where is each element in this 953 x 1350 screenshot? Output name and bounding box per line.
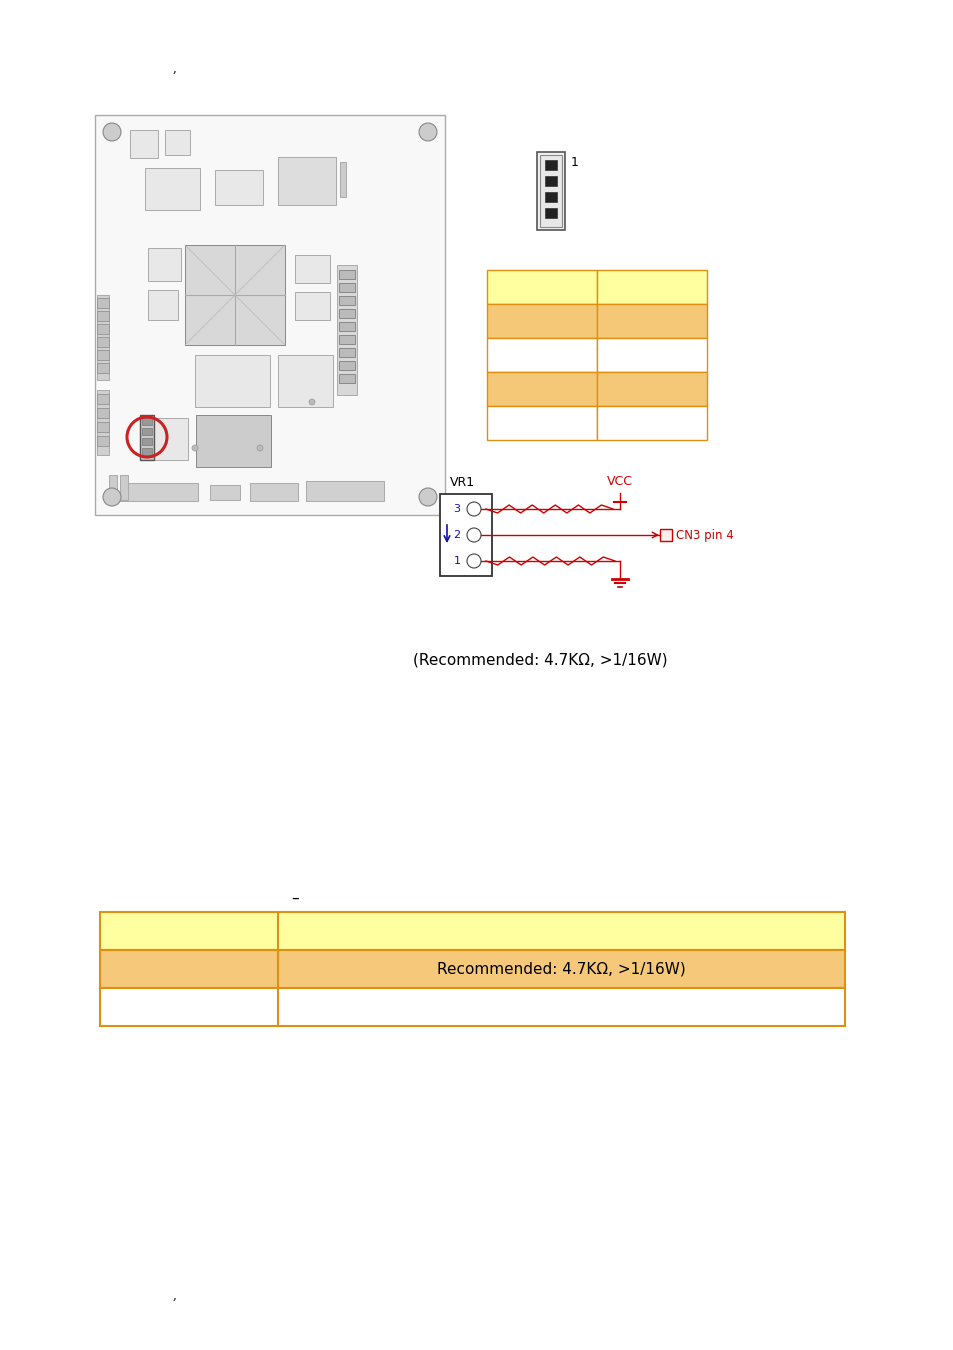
Circle shape [467, 528, 480, 541]
Bar [486, 406, 597, 440]
Bar [97, 436, 109, 446]
Bar [544, 161, 557, 170]
Bar [142, 437, 152, 446]
Text: CN3 pin 4: CN3 pin 4 [676, 528, 733, 541]
Bar [486, 338, 597, 373]
Bar [537, 153, 564, 230]
Bar [338, 335, 355, 344]
Bar [140, 414, 153, 460]
Bar [97, 324, 109, 333]
Bar [597, 304, 706, 338]
Bar [97, 296, 109, 379]
Text: ,: , [172, 1288, 176, 1301]
Text: Recommended: 4.7KΩ, >1/16W): Recommended: 4.7KΩ, >1/16W) [436, 961, 685, 976]
Text: 1: 1 [453, 556, 460, 566]
Circle shape [256, 446, 263, 451]
Bar [277, 157, 335, 205]
Text: –: – [291, 891, 298, 906]
Bar [140, 418, 188, 460]
Bar [97, 298, 109, 308]
Bar [185, 244, 285, 346]
Bar [597, 406, 706, 440]
Bar [100, 950, 844, 988]
Bar [544, 192, 557, 202]
Circle shape [418, 487, 436, 506]
Bar [294, 255, 330, 284]
Bar [97, 363, 109, 373]
Bar [597, 270, 706, 304]
Bar [338, 348, 355, 356]
Bar [486, 304, 597, 338]
Text: 1: 1 [571, 157, 578, 169]
Bar [544, 176, 557, 186]
Circle shape [467, 554, 480, 568]
Bar [142, 428, 152, 435]
Bar [539, 155, 561, 227]
Text: 2: 2 [453, 531, 460, 540]
Bar [97, 310, 109, 321]
Bar [142, 418, 152, 425]
Circle shape [103, 123, 121, 140]
Bar [165, 130, 190, 155]
Circle shape [467, 502, 480, 516]
Bar [336, 265, 356, 396]
Bar [148, 290, 178, 320]
Bar [294, 292, 330, 320]
Bar [97, 423, 109, 432]
Bar [97, 408, 109, 418]
Bar [97, 390, 109, 455]
Bar [195, 414, 271, 467]
Text: (Recommended: 4.7KΩ, >1/16W): (Recommended: 4.7KΩ, >1/16W) [413, 652, 666, 667]
Bar [338, 374, 355, 383]
Bar [486, 373, 597, 406]
Bar [597, 338, 706, 373]
Bar [120, 475, 128, 500]
Bar [142, 448, 152, 455]
Bar [659, 529, 671, 541]
Circle shape [103, 487, 121, 506]
Text: VCC: VCC [606, 475, 633, 487]
Bar [100, 988, 844, 1026]
Bar [439, 494, 492, 576]
Bar [145, 167, 200, 211]
Bar [338, 284, 355, 292]
Bar [95, 115, 444, 514]
Text: ,: , [172, 62, 176, 74]
Bar [97, 338, 109, 347]
Text: 3: 3 [453, 504, 460, 514]
Bar [338, 309, 355, 319]
Bar [277, 355, 333, 406]
Bar [148, 248, 181, 281]
Bar [120, 483, 198, 501]
Bar [338, 360, 355, 370]
Bar [486, 270, 597, 304]
Bar [597, 373, 706, 406]
Bar [100, 913, 844, 950]
Bar [338, 270, 355, 279]
Bar [338, 323, 355, 331]
Bar [109, 475, 117, 500]
Bar [97, 350, 109, 360]
Bar [130, 130, 158, 158]
Bar [339, 162, 346, 197]
Bar [250, 483, 297, 501]
Bar [544, 208, 557, 217]
Circle shape [309, 400, 314, 405]
Bar [194, 355, 270, 406]
Circle shape [192, 446, 198, 451]
Bar [338, 296, 355, 305]
Text: VR1: VR1 [450, 477, 475, 489]
Bar [214, 170, 263, 205]
Bar [210, 485, 240, 500]
Bar [306, 481, 384, 501]
Circle shape [418, 123, 436, 140]
Bar [97, 394, 109, 404]
